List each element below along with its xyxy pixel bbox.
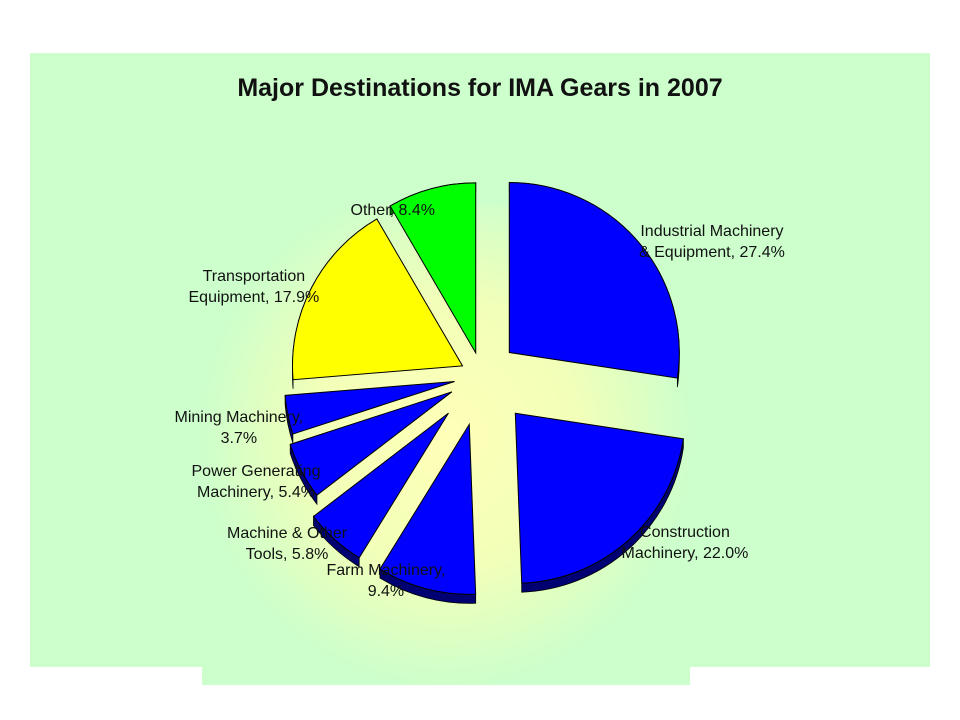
pie-slice-industrial-machinery-equipment — [508, 182, 680, 388]
pie-slice-face — [312, 412, 449, 559]
pie-slice-face — [379, 422, 477, 595]
slice-label: Industrial Machinery & Equipment, 27.4% — [639, 223, 785, 261]
pie-slice-face — [292, 218, 464, 381]
chart-title: Major Destinations for IMA Gears in 2007 — [237, 74, 723, 102]
pie-slice-face — [389, 182, 477, 355]
pie-slice-power-generating-machinery — [289, 391, 453, 506]
pie-slice-construction-machinery — [514, 412, 684, 593]
pie-slice-face — [289, 391, 453, 496]
slice-label: Other, 8.4% — [350, 201, 436, 219]
slice-label: Farm Machinery, 9.4% — [326, 562, 446, 600]
slice-label: Construction Machinery, 22.0% — [621, 524, 749, 562]
pie-slice-transportation-equipment — [292, 218, 464, 389]
pie-slice-machine-other-tools — [312, 412, 449, 568]
pie-slice-face — [508, 182, 680, 379]
pie-slice-face — [284, 381, 455, 435]
pie-slice-farm-machinery — [379, 422, 477, 604]
pie-slice-mining-machinery — [284, 381, 455, 444]
pie-slice-face — [514, 412, 684, 584]
slice-label: Transportation Equipment, 17.9% — [188, 268, 320, 306]
slice-label: Mining Machinery, 3.7% — [174, 409, 304, 447]
pie-slice-other — [389, 182, 477, 355]
slice-label: Power Generating Machinery, 5.4% — [191, 463, 321, 501]
slice-label: Machine & Other Tools, 5.8% — [227, 525, 348, 563]
